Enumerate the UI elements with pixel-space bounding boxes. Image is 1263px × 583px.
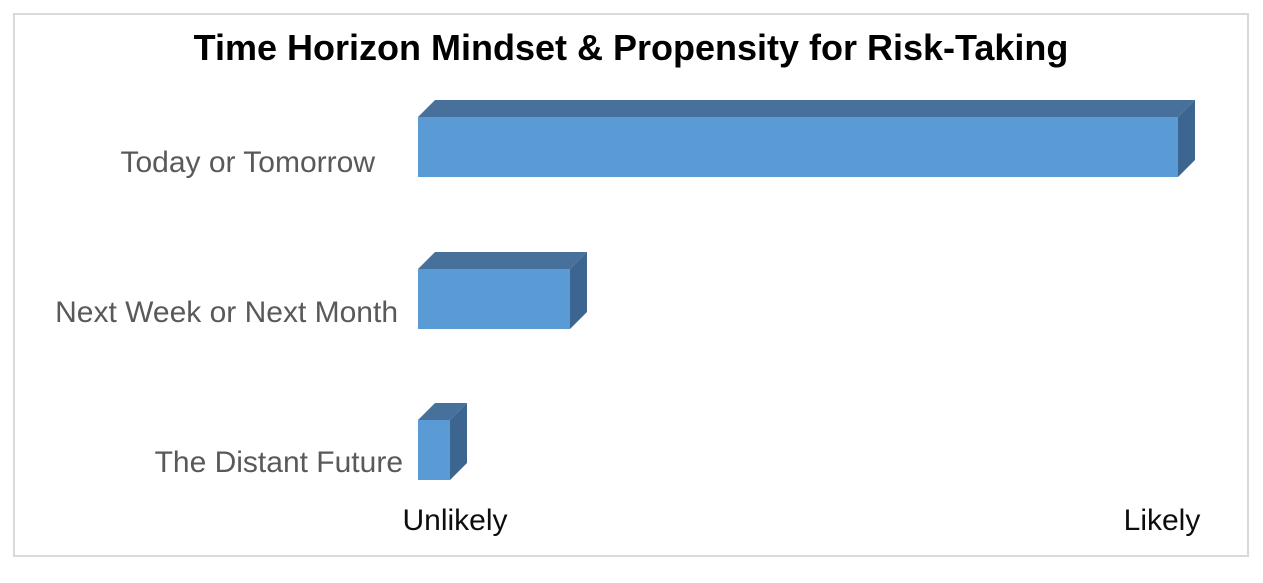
bar-top-face — [418, 252, 587, 269]
category-label: The Distant Future — [154, 446, 403, 479]
category-label: Next Week or Next Month — [55, 296, 398, 329]
x-axis-min-label: Unlikely — [402, 504, 508, 537]
x-axis-max-label: Likely — [1123, 504, 1201, 537]
chart-frame: Time Horizon Mindset & Propensity for Ri… — [13, 13, 1249, 557]
plot-area: Today or Tomorrow Next Week or Next Month… — [15, 15, 1247, 555]
bar-front-face — [418, 420, 450, 480]
bar-top-face — [418, 100, 1195, 117]
bar-front-face — [418, 269, 570, 329]
category-label: Today or Tomorrow — [120, 146, 375, 179]
chart-title: Time Horizon Mindset & Propensity for Ri… — [193, 27, 1069, 68]
bar-front-face — [418, 117, 1178, 177]
